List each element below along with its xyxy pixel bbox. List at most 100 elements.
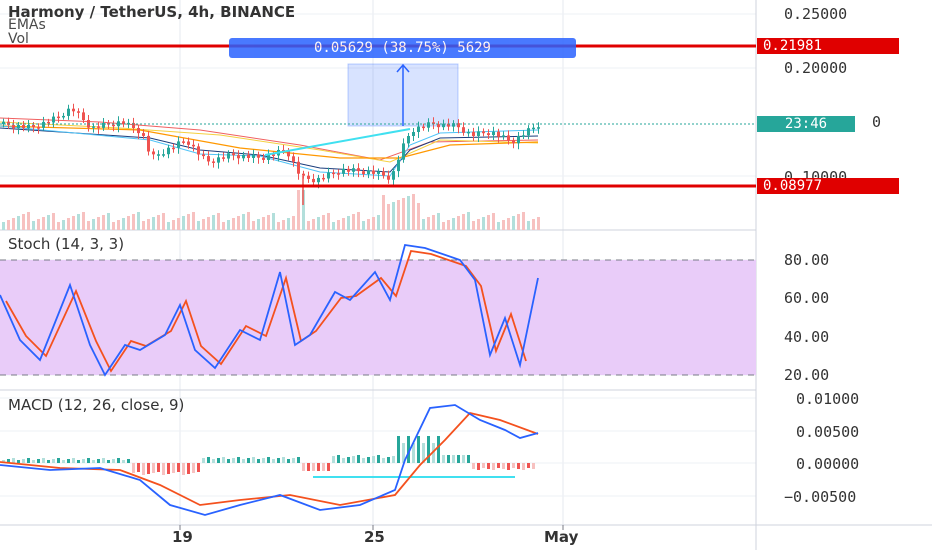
candle-body-40: [202, 154, 205, 157]
volume-bar-12: [62, 220, 65, 230]
macd-hist-bar-38: [192, 463, 195, 473]
volume-bar-61: [307, 221, 310, 230]
candle-body-76: [382, 171, 385, 176]
volume-bar-53: [267, 215, 270, 230]
macd-hist-bar-39: [197, 463, 200, 472]
volume-bar-71: [357, 212, 360, 230]
volume-bar-73: [367, 219, 370, 230]
macd-hist-bar-67: [337, 455, 340, 463]
candlesticks: [2, 103, 540, 205]
macd-hist-bar-57: [287, 459, 290, 463]
macd-hist-bar-93: [467, 455, 470, 463]
candle-body-43: [217, 157, 220, 163]
macd-hist-bar-64: [322, 463, 325, 471]
stoch-d-line: [5, 249, 527, 373]
volume-bar-57: [287, 218, 290, 230]
candle-body-38: [192, 144, 195, 147]
candle-body-41: [207, 156, 210, 162]
volume-bar-91: [457, 216, 460, 230]
volume-bar-100: [502, 220, 505, 230]
measure-label[interactable]: 0.05629 (38.75%) 5629: [229, 38, 576, 58]
macd-title[interactable]: MACD (12, 26, close, 9): [8, 396, 185, 414]
candle-body-20: [102, 123, 105, 128]
macd-hist-bar-46: [232, 458, 235, 463]
macd-hist-bar-47: [237, 457, 240, 463]
candle-body-36: [182, 141, 185, 143]
candle-body-33: [167, 147, 170, 155]
volume-legend[interactable]: Vol: [8, 31, 29, 47]
volume-bar-18: [92, 219, 95, 230]
macd-hist-bar-94: [472, 463, 475, 469]
volume-bar-58: [292, 216, 295, 230]
candle-body-69: [347, 168, 350, 172]
volume-bar-55: [277, 222, 280, 230]
candle-body-64: [322, 177, 325, 180]
ema-legend[interactable]: EMAs: [8, 17, 46, 33]
candle-body-19: [97, 126, 100, 128]
macd-hist-bar-104: [522, 463, 525, 470]
macd-hist-bar-87: [437, 436, 440, 463]
volume-bar-15: [77, 214, 80, 230]
macd-hist-bar-45: [227, 459, 230, 463]
macd-hist-bar-15: [77, 460, 80, 463]
candle-body-34: [172, 147, 175, 150]
macd-hist-bar-58: [292, 458, 295, 463]
macd-hist-bar-66: [332, 456, 335, 463]
trend-line[interactable]: [264, 128, 411, 156]
macd-hist-bar-35: [177, 463, 180, 472]
candle-body-90: [452, 123, 455, 127]
macd-hist-bar-37: [187, 463, 190, 474]
candle-body-80: [402, 143, 405, 160]
candle-body-49: [247, 154, 250, 158]
volume-bar-21: [107, 213, 110, 230]
macd-hist-bar-84: [422, 443, 425, 463]
macd-hist-bar-100: [502, 463, 505, 469]
volume-bar-77: [387, 204, 390, 230]
macd-label-0: 0.00000: [796, 455, 860, 473]
macd-hist-bar-70: [352, 456, 355, 463]
volume-bar-10: [52, 213, 55, 230]
macd-hist-bar-97: [487, 463, 490, 469]
volume-bar-40: [202, 219, 205, 230]
macd-hist-bar-42: [212, 459, 215, 463]
volume-bar-30: [152, 217, 155, 230]
macd-hist-bar-10: [52, 459, 55, 463]
stoch-label-80: 80.00: [784, 251, 830, 269]
macd-hist-bar-44: [222, 457, 225, 463]
volume-bar-52: [262, 217, 265, 230]
macd-hist-bar-65: [327, 463, 330, 471]
candle-body-44: [222, 157, 225, 159]
macd-hist-bar-6: [32, 460, 35, 463]
volume-bar-83: [417, 203, 420, 230]
macd-hist-bar-31: [157, 463, 160, 472]
macd-hist-bar-9: [47, 460, 50, 463]
candle-body-61: [307, 175, 310, 179]
macd-hist-bar-43: [217, 458, 220, 463]
volume-bar-98: [492, 213, 495, 230]
macd-hist-bar-33: [167, 463, 170, 474]
candle-body-93: [467, 131, 470, 134]
candle-body-45: [227, 153, 230, 159]
volume-bar-41: [207, 217, 210, 230]
macd-hist-bar-48: [242, 459, 245, 463]
macd-hist-bar-62: [312, 463, 315, 471]
macd-label-001: 0.01000: [796, 390, 860, 408]
macd-hist-bar-59: [297, 457, 300, 463]
volume-bar-39: [197, 221, 200, 230]
macd-hist-bar-88: [442, 455, 445, 463]
volume-bar-26: [132, 214, 135, 230]
candle-body-60: [302, 173, 305, 176]
macd-hist-bar-68: [342, 458, 345, 463]
time-label-19: 19: [172, 528, 193, 546]
stoch-title[interactable]: Stoch (14, 3, 3): [8, 235, 125, 253]
symbol-title[interactable]: Harmony / TetherUS, 4h, BINANCE: [8, 3, 296, 21]
macd-hist-bar-17: [87, 458, 90, 463]
macd-hist-bar-50: [252, 457, 255, 463]
candle-body-106: [532, 127, 535, 130]
candle-body-68: [342, 168, 345, 174]
volume-bars: [2, 190, 540, 230]
candle-body-26: [132, 122, 135, 128]
macd-label-neg0005: −0.00500: [784, 488, 857, 506]
